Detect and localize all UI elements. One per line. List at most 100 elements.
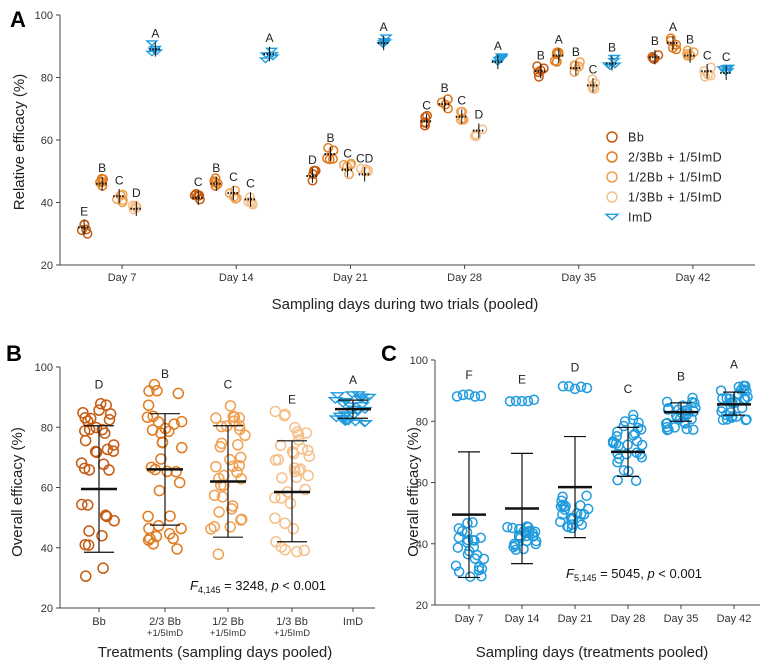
y-tick-label: 40 — [41, 198, 53, 210]
data-point — [726, 412, 738, 423]
significance-letter: A — [265, 31, 273, 45]
data-point — [142, 399, 155, 411]
data-point — [141, 411, 154, 423]
data-point — [279, 517, 291, 530]
data-point — [78, 462, 91, 475]
data-point — [224, 453, 236, 466]
data-point — [171, 543, 183, 555]
data-point — [156, 436, 169, 449]
data-point — [473, 565, 485, 576]
data-point — [673, 404, 684, 415]
x-tick-label: Bb — [92, 616, 105, 628]
data-point — [510, 395, 522, 407]
legend-item: 2/3Bb + 1/5ImD — [606, 151, 722, 165]
data-point — [269, 405, 282, 418]
x-axis-title: Sampling days (treatments pooled) — [476, 644, 709, 661]
y-tick-label: 20 — [416, 600, 428, 612]
x-tick-label: Day 7 — [455, 613, 484, 625]
data-point — [649, 53, 660, 64]
data-point — [687, 392, 698, 404]
data-point — [478, 553, 490, 565]
data-point — [457, 389, 469, 401]
data-point — [527, 531, 539, 542]
data-point — [618, 420, 630, 432]
point-group: C — [607, 382, 648, 487]
legend-marker — [604, 213, 620, 221]
legend-marker — [606, 131, 618, 143]
data-point — [607, 57, 621, 65]
data-point — [276, 472, 288, 484]
data-point — [533, 67, 544, 78]
y-tick-label: 60 — [41, 135, 53, 147]
data-point — [469, 535, 480, 546]
data-point — [83, 464, 96, 476]
point-group: B — [660, 370, 701, 436]
x-tick-label: Day 28 — [447, 272, 482, 284]
data-point — [76, 498, 88, 511]
x-tick-label: Day 21 — [558, 613, 593, 625]
data-point — [630, 475, 642, 487]
significance-letter: C — [589, 62, 598, 76]
data-point — [682, 45, 693, 56]
significance-letter: E — [518, 373, 526, 387]
data-point — [494, 54, 509, 61]
point-group: B — [647, 34, 664, 65]
y-tick-label: 20 — [41, 260, 53, 272]
data-point — [346, 412, 362, 420]
data-point — [94, 397, 107, 410]
data-point — [269, 454, 282, 466]
data-point — [719, 65, 734, 72]
data-point — [507, 522, 518, 534]
significance-letter: A — [494, 39, 502, 53]
data-point — [566, 512, 577, 524]
data-point — [153, 484, 166, 497]
data-point — [164, 510, 176, 522]
data-point — [212, 548, 225, 561]
data-point — [717, 393, 728, 404]
legend: Bb 2/3Bb + 1/5ImD 1/2Bb + 1/5ImD 1/3Bb + 1/… — [604, 131, 722, 225]
y-tick-label: 40 — [41, 543, 53, 555]
significance-letter: C — [194, 175, 203, 189]
legend-marker — [606, 151, 618, 163]
significance-letter: B — [677, 370, 685, 384]
data-point — [502, 521, 513, 533]
y-tick-label: 100 — [35, 362, 53, 374]
point-group: CD — [355, 151, 374, 182]
point-group: B — [532, 48, 549, 82]
y-tick-label: 80 — [416, 416, 428, 428]
point-group: A — [258, 31, 280, 64]
point-group: C — [716, 50, 736, 80]
x-tick-label: Day 42 — [717, 613, 752, 625]
data-point — [669, 422, 680, 433]
y-tick-label: 60 — [416, 478, 428, 490]
data-point — [671, 39, 682, 50]
data-point — [82, 499, 94, 511]
point-group: C — [205, 378, 251, 561]
data-point — [97, 562, 109, 574]
data-point — [147, 47, 161, 54]
data-point — [213, 506, 225, 518]
data-point — [532, 61, 543, 72]
point-group: E — [502, 373, 542, 565]
significance-letter: B — [161, 367, 169, 381]
data-point — [142, 510, 154, 523]
data-point — [462, 534, 474, 546]
point-group: B — [141, 367, 188, 555]
data-point — [612, 456, 623, 468]
data-point — [323, 142, 334, 153]
data-point — [575, 381, 587, 393]
data-point — [451, 391, 463, 402]
significance-letter: D — [571, 360, 580, 374]
legend-label: ImD — [628, 211, 652, 225]
data-point — [613, 440, 624, 452]
data-point — [175, 522, 187, 535]
point-group: C — [419, 98, 433, 131]
data-point — [344, 391, 360, 399]
point-group: C — [189, 175, 205, 205]
data-point — [300, 427, 313, 439]
data-point — [79, 434, 92, 447]
data-point — [671, 44, 682, 55]
significance-letter: C — [457, 94, 466, 108]
significance-letter: C — [343, 147, 352, 161]
